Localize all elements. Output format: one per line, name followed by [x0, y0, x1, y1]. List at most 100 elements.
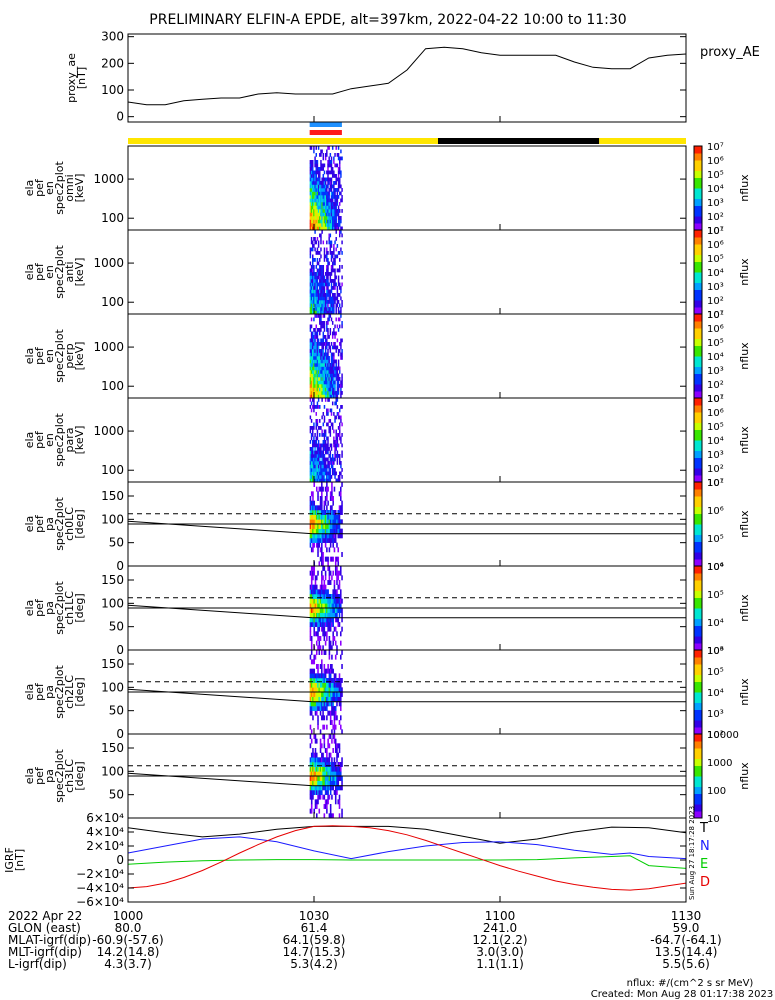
spectrogram-cell [324, 377, 327, 381]
spectrogram-cell [321, 209, 323, 213]
pitch-cell [326, 682, 328, 688]
pitch-cell [309, 505, 312, 511]
spectrogram-cell [323, 188, 326, 192]
pitch-cell [319, 785, 322, 791]
spectrogram-cell [337, 282, 340, 287]
spectrogram-cell [310, 436, 313, 441]
spectrogram-cell [328, 398, 330, 402]
pitch-cell [328, 785, 331, 791]
spectrogram-cell [317, 275, 320, 280]
spectrogram-cell [315, 342, 318, 346]
energy-colorbar-swatch [694, 457, 702, 462]
spectrogram-cell [341, 251, 343, 255]
pitch-cell [334, 766, 337, 772]
pitch-cell [326, 776, 328, 781]
spectrogram-cell [323, 226, 326, 231]
spectrogram-cell [312, 471, 314, 476]
pitch-ytick-label: 0 [116, 559, 124, 573]
pitch-cell [333, 612, 336, 618]
spectrogram-cell [312, 289, 314, 294]
spectrogram-cell [319, 170, 321, 175]
spectrogram-cell [321, 279, 323, 283]
pitch-cell [338, 766, 341, 772]
pitch-cell [309, 598, 312, 604]
spectrogram-cell [327, 412, 329, 416]
energy-colorbar-tick-label: 10¹ [707, 226, 724, 237]
spectrogram-cell [334, 454, 336, 458]
spectrogram-cell [340, 226, 342, 231]
pitch-cell [312, 496, 314, 501]
pitch-cell [324, 696, 327, 702]
spectrogram-cell [313, 146, 315, 150]
spectrogram-cell [337, 146, 340, 150]
spectrogram-cell [341, 198, 343, 203]
pitch-cell [310, 790, 313, 795]
spectrogram-cell [323, 251, 326, 255]
pitch-cell [328, 626, 331, 632]
pitch-cell [336, 771, 338, 777]
spectrogram-cell [330, 352, 333, 357]
spectrogram-cell [316, 163, 319, 168]
pitch-cell [338, 682, 341, 688]
pitch-cell [338, 603, 341, 609]
spectrogram-cell [331, 223, 334, 227]
spectrogram-cell [333, 471, 335, 476]
pitch-cell [314, 580, 317, 585]
spectrogram-cell [328, 377, 330, 381]
pitch-cell [338, 748, 341, 753]
pitch-colorbar-swatch [694, 660, 702, 665]
spectrogram-cell [333, 286, 335, 290]
spectrogram-cell [328, 447, 330, 451]
pitch-colorbar-swatch [694, 622, 702, 626]
spectrogram-cell [322, 282, 325, 287]
spectrogram-cell [324, 216, 327, 220]
spectrogram-cell [335, 310, 337, 315]
spectrogram-cell [341, 373, 343, 378]
spectrogram-cell [310, 454, 313, 458]
spectrogram-cell [319, 342, 321, 346]
spectrogram-cell [310, 478, 313, 483]
spectrogram-cell [319, 303, 321, 308]
spectrogram-cell [319, 205, 321, 210]
pitch-cell [313, 542, 316, 548]
pitch-cell [329, 533, 332, 539]
spectrogram-cell [309, 415, 312, 420]
pitch-cell [336, 594, 338, 599]
energy-colorbar-swatch [694, 258, 702, 262]
spectrogram-cell [329, 366, 332, 371]
spectrogram-cell [324, 380, 327, 385]
pitch-cell [312, 622, 314, 627]
pitch-cell [319, 743, 322, 749]
spectrogram-cell [314, 289, 316, 294]
pitch-cell [334, 673, 337, 679]
pitch-cell [319, 636, 322, 641]
pitch-cell [334, 556, 337, 562]
pitch-cell [329, 668, 332, 674]
pitch-cell [341, 519, 343, 525]
spectrogram-cell [309, 387, 312, 392]
pitch-ytick-label: 100 [101, 680, 124, 694]
spectrogram-cell [316, 464, 319, 469]
spectrogram-cell [330, 240, 333, 245]
spectrogram-cell [338, 461, 341, 465]
spectrogram-cell [309, 300, 312, 304]
spectrogram-cell [335, 317, 337, 322]
spectrogram-cell [336, 373, 339, 378]
energy-colorbar-swatch [694, 233, 702, 238]
spectrogram-cell [313, 177, 315, 182]
pitch-cell [318, 528, 321, 534]
pitch-cell [338, 813, 341, 819]
spectrogram-cell [334, 450, 336, 455]
pitch-cell [336, 612, 338, 618]
spectrogram-cell [312, 352, 314, 357]
spectrogram-cell [331, 261, 334, 266]
spectrogram-cell [313, 384, 315, 388]
spectrogram-cell [310, 226, 313, 231]
ephemeris-value: 13.5(14.4) [655, 945, 718, 959]
pitch-cell [329, 612, 332, 618]
pitch-cell [313, 594, 316, 599]
spectrogram-cell [330, 457, 333, 462]
spectrogram-cell [336, 268, 339, 273]
pitch-cell [326, 804, 328, 809]
spectrogram-cell [336, 286, 339, 290]
